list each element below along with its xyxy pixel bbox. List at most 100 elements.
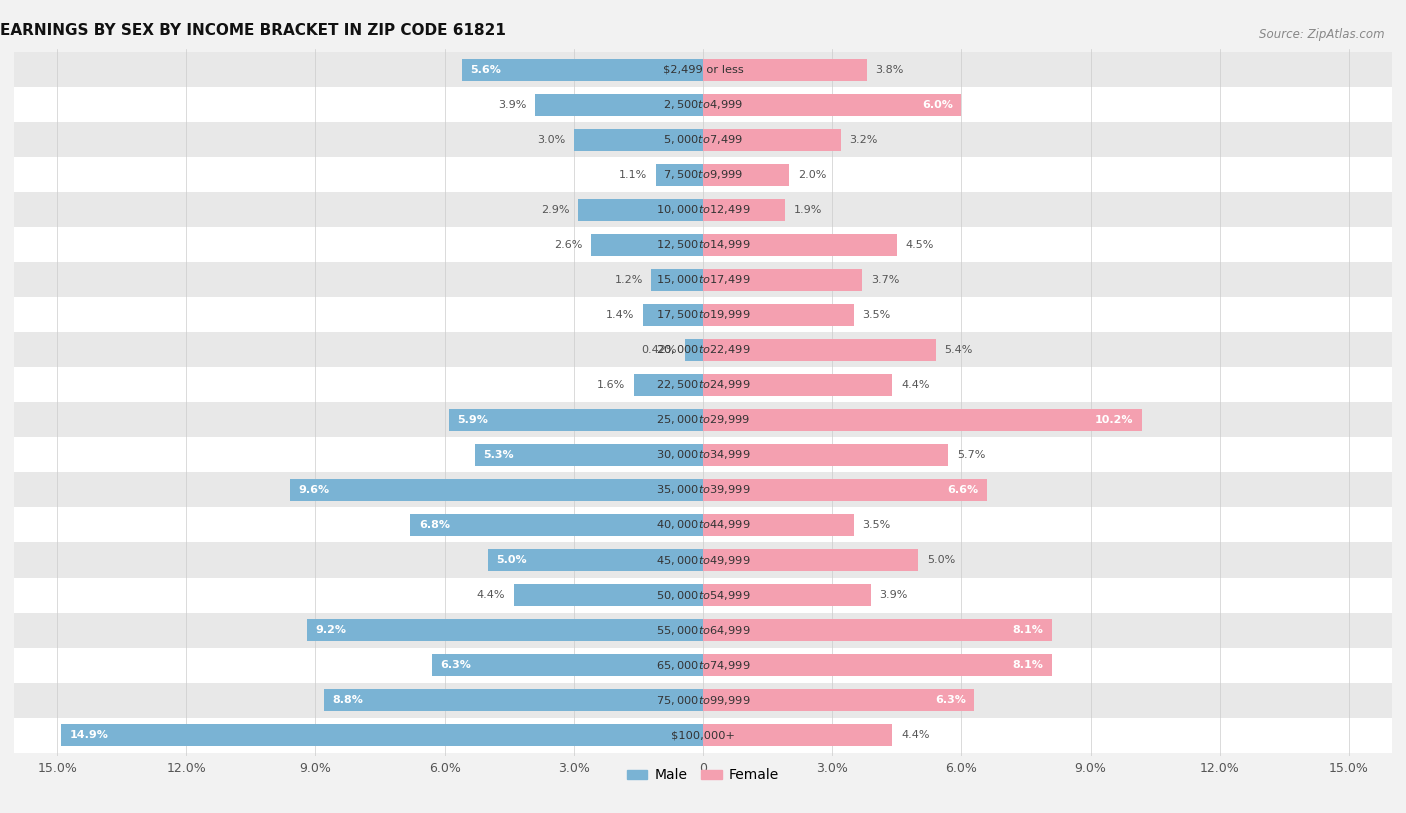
Text: 6.6%: 6.6%: [948, 485, 979, 495]
Text: 3.8%: 3.8%: [875, 65, 904, 75]
Bar: [513, 585, 703, 606]
Text: 3.2%: 3.2%: [849, 135, 877, 145]
Text: 8.8%: 8.8%: [333, 695, 364, 705]
Text: $20,000 to $22,499: $20,000 to $22,499: [655, 343, 751, 356]
Bar: [703, 339, 935, 361]
Text: 3.5%: 3.5%: [862, 310, 890, 320]
Bar: [703, 304, 853, 326]
Text: 6.8%: 6.8%: [419, 520, 450, 530]
Text: 2.9%: 2.9%: [541, 205, 569, 215]
Bar: [0, 577, 1406, 612]
Text: 1.9%: 1.9%: [793, 205, 821, 215]
Text: 8.1%: 8.1%: [1012, 625, 1043, 635]
Text: 4.4%: 4.4%: [901, 380, 929, 390]
Bar: [432, 654, 703, 676]
Bar: [703, 514, 853, 536]
Text: 5.3%: 5.3%: [484, 450, 515, 460]
Text: $7,500 to $9,999: $7,500 to $9,999: [664, 168, 742, 181]
Bar: [290, 479, 703, 501]
Bar: [0, 367, 1406, 402]
Bar: [488, 549, 703, 571]
Bar: [634, 374, 703, 396]
Bar: [703, 164, 789, 185]
Text: $40,000 to $44,999: $40,000 to $44,999: [655, 519, 751, 532]
Text: 8.1%: 8.1%: [1012, 660, 1043, 670]
Text: 3.5%: 3.5%: [862, 520, 890, 530]
Text: 5.0%: 5.0%: [496, 555, 527, 565]
Text: 3.9%: 3.9%: [498, 100, 526, 110]
Bar: [475, 444, 703, 466]
Bar: [0, 193, 1406, 228]
Bar: [703, 654, 1052, 676]
Bar: [655, 164, 703, 185]
Bar: [703, 199, 785, 220]
Text: $55,000 to $64,999: $55,000 to $64,999: [655, 624, 751, 637]
Bar: [0, 263, 1406, 298]
Bar: [703, 129, 841, 150]
Text: 1.4%: 1.4%: [606, 310, 634, 320]
Bar: [0, 52, 1406, 87]
Bar: [703, 479, 987, 501]
Text: 2.0%: 2.0%: [797, 170, 827, 180]
Bar: [703, 444, 949, 466]
Text: 1.2%: 1.2%: [614, 275, 643, 285]
Bar: [0, 437, 1406, 472]
Bar: [0, 228, 1406, 263]
Text: EARNINGS BY SEX BY INCOME BRACKET IN ZIP CODE 61821: EARNINGS BY SEX BY INCOME BRACKET IN ZIP…: [0, 23, 506, 38]
Text: 9.6%: 9.6%: [298, 485, 329, 495]
Bar: [591, 234, 703, 256]
Text: 5.7%: 5.7%: [957, 450, 986, 460]
Text: 3.9%: 3.9%: [880, 590, 908, 600]
Text: 4.5%: 4.5%: [905, 240, 934, 250]
Bar: [703, 724, 893, 746]
Bar: [411, 514, 703, 536]
Bar: [685, 339, 703, 361]
Bar: [0, 122, 1406, 158]
Bar: [323, 689, 703, 711]
Text: $2,500 to $4,999: $2,500 to $4,999: [664, 98, 742, 111]
Text: 4.4%: 4.4%: [477, 590, 505, 600]
Bar: [0, 298, 1406, 333]
Text: 1.1%: 1.1%: [619, 170, 647, 180]
Bar: [307, 620, 703, 641]
Text: 5.0%: 5.0%: [927, 555, 955, 565]
Bar: [0, 683, 1406, 718]
Bar: [0, 612, 1406, 647]
Bar: [643, 304, 703, 326]
Text: $2,499 or less: $2,499 or less: [662, 65, 744, 75]
Text: $10,000 to $12,499: $10,000 to $12,499: [655, 203, 751, 216]
Text: 6.3%: 6.3%: [440, 660, 471, 670]
Text: $100,000+: $100,000+: [671, 730, 735, 740]
Text: 1.6%: 1.6%: [598, 380, 626, 390]
Bar: [0, 472, 1406, 507]
Text: 2.6%: 2.6%: [554, 240, 582, 250]
Legend: Male, Female: Male, Female: [621, 763, 785, 788]
Text: $12,500 to $14,999: $12,500 to $14,999: [655, 238, 751, 251]
Text: $5,000 to $7,499: $5,000 to $7,499: [664, 133, 742, 146]
Bar: [703, 585, 870, 606]
Bar: [0, 402, 1406, 437]
Bar: [0, 333, 1406, 367]
Text: Source: ZipAtlas.com: Source: ZipAtlas.com: [1260, 28, 1385, 41]
Text: $22,500 to $24,999: $22,500 to $24,999: [655, 378, 751, 391]
Text: 10.2%: 10.2%: [1095, 415, 1133, 425]
Bar: [703, 59, 866, 80]
Bar: [574, 129, 703, 150]
Text: $45,000 to $49,999: $45,000 to $49,999: [655, 554, 751, 567]
Text: 14.9%: 14.9%: [70, 730, 108, 740]
Text: $17,500 to $19,999: $17,500 to $19,999: [655, 308, 751, 321]
Text: 0.42%: 0.42%: [641, 345, 676, 355]
Text: 6.3%: 6.3%: [935, 695, 966, 705]
Bar: [703, 689, 974, 711]
Text: 9.2%: 9.2%: [315, 625, 346, 635]
Text: $30,000 to $34,999: $30,000 to $34,999: [655, 449, 751, 462]
Bar: [703, 374, 893, 396]
Bar: [703, 620, 1052, 641]
Text: $15,000 to $17,499: $15,000 to $17,499: [655, 273, 751, 286]
Bar: [0, 87, 1406, 122]
Bar: [536, 94, 703, 115]
Bar: [703, 234, 897, 256]
Text: $75,000 to $99,999: $75,000 to $99,999: [655, 693, 751, 706]
Bar: [0, 542, 1406, 577]
Bar: [703, 269, 862, 291]
